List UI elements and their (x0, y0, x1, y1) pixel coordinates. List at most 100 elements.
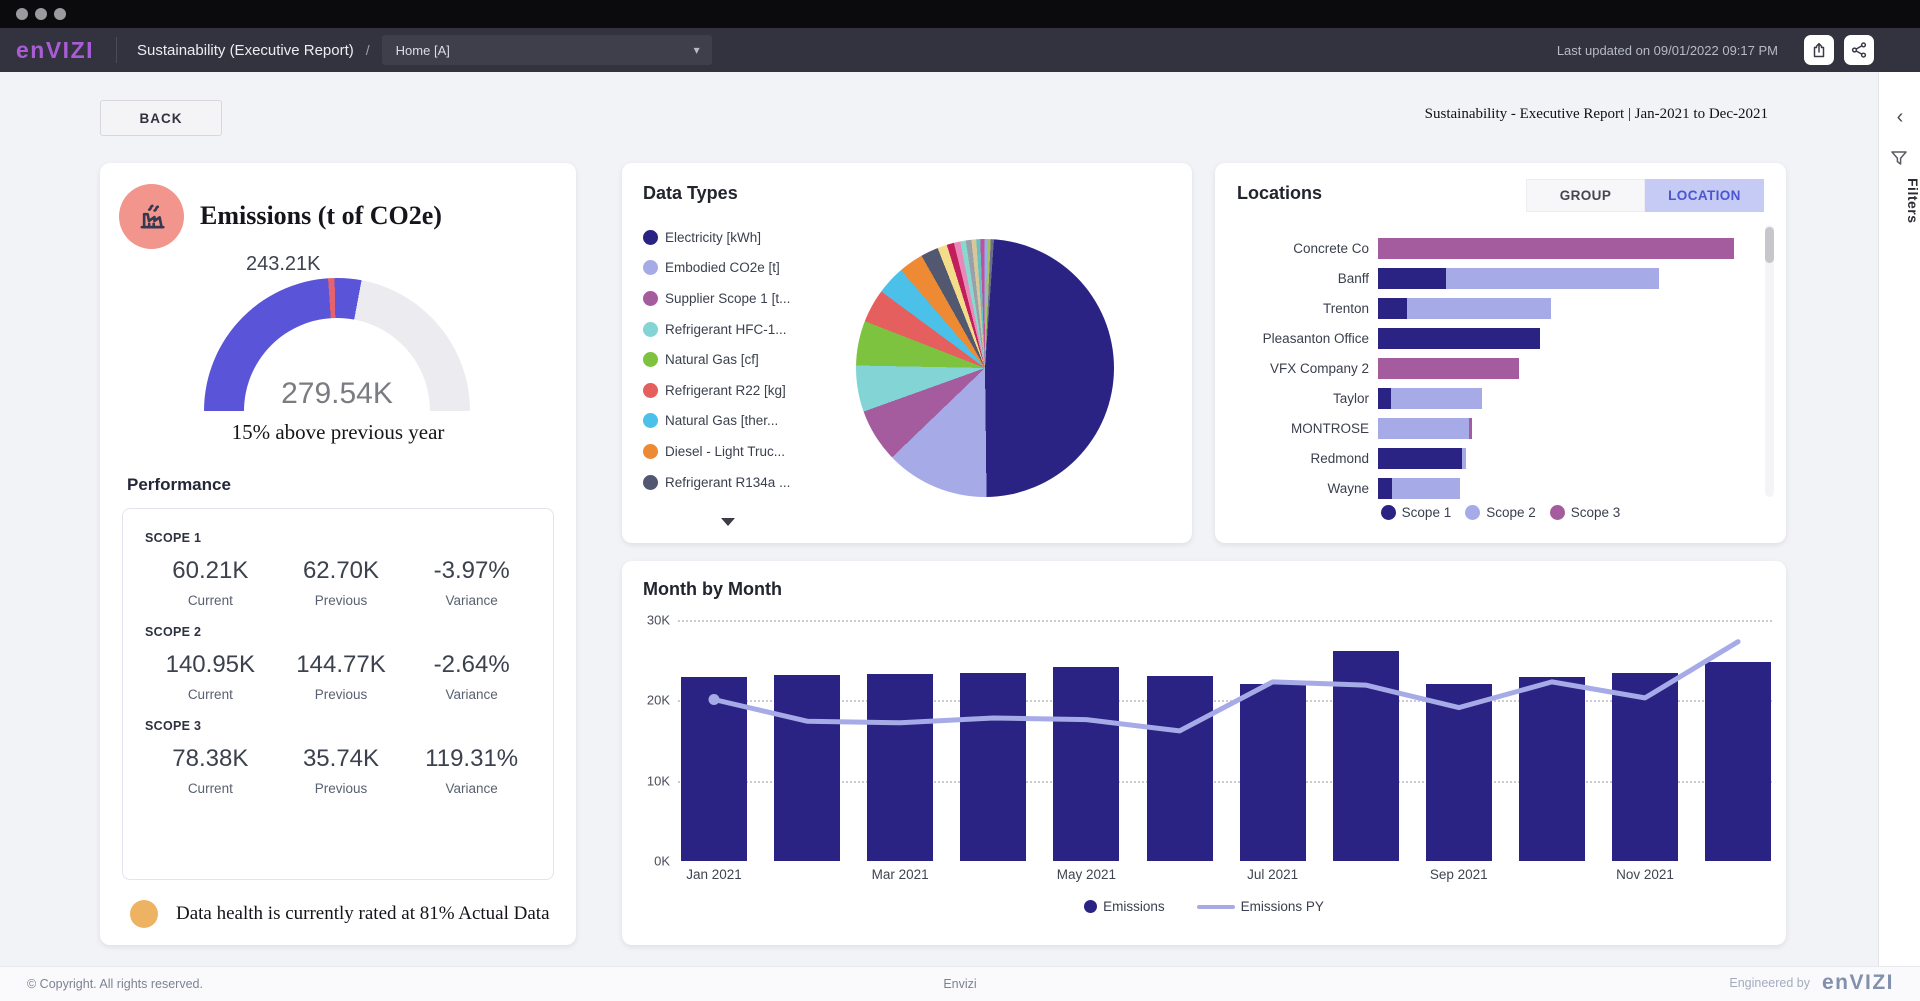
bar-segment[interactable] (1391, 387, 1483, 409)
window-control-icon[interactable] (54, 8, 66, 20)
gauge-target-label: 243.21K (246, 253, 321, 275)
bar-segment[interactable] (1378, 417, 1470, 439)
stacked-bar[interactable] (1378, 417, 1734, 439)
bar-segment[interactable] (1378, 327, 1540, 349)
legend-dot-icon (1465, 505, 1481, 520)
emissions-bar[interactable] (1239, 684, 1306, 861)
month-by-month-card: Month by Month 0K 10K 20K 30K Jan 2021 Mar 2… (622, 561, 1786, 945)
emissions-bar[interactable] (681, 677, 747, 861)
locations-legend: Scope 1 Scope 2 Scope 3 (1215, 505, 1786, 520)
emissions-bar[interactable] (867, 673, 934, 861)
bar-segment[interactable] (1445, 267, 1659, 289)
legend-item[interactable]: Emissions (1084, 899, 1165, 914)
legend-item[interactable]: Refrigerant R134a ... (643, 467, 790, 498)
export-button[interactable] (1804, 35, 1834, 65)
x-axis-tick: Nov 2021 (1616, 867, 1674, 882)
caption-variance: Variance (445, 687, 498, 702)
legend-dot-icon (1549, 505, 1565, 520)
legend-label: Refrigerant R22 [kg] (665, 382, 786, 398)
emissions-bar[interactable] (1518, 677, 1585, 861)
back-button[interactable]: BACK (100, 100, 222, 136)
bar-segment[interactable] (1462, 447, 1466, 469)
emissions-bar[interactable] (960, 673, 1027, 861)
data-types-card: Data Types Electricity [kWh] Embodied CO… (622, 163, 1192, 543)
legend-item[interactable]: Refrigerant R22 [kg] (643, 375, 790, 406)
scope1-previous: 62.70K (302, 557, 380, 584)
legend-item[interactable]: Scope 1 (1380, 505, 1451, 520)
legend-dot-icon (643, 474, 658, 490)
footer: © Copyright. All rights reserved. Envizi… (0, 966, 1920, 1001)
breadcrumb[interactable]: Sustainability (Executive Report) (137, 41, 354, 59)
legend-item[interactable]: Electricity [kWh] (643, 222, 790, 253)
legend-dot-icon (643, 352, 658, 368)
legend-item[interactable]: Embodied CO2e [t] (643, 253, 790, 284)
bar-segment[interactable] (1378, 267, 1446, 289)
bar-segment[interactable] (1378, 477, 1392, 499)
stacked-bar[interactable] (1378, 297, 1734, 319)
bar-segment[interactable] (1378, 237, 1734, 259)
bar-segment[interactable] (1378, 357, 1519, 379)
stacked-bar[interactable] (1378, 477, 1734, 499)
stacked-bar[interactable] (1378, 387, 1734, 409)
legend-item[interactable]: Scope 3 (1549, 505, 1620, 520)
x-axis-tick: Sep 2021 (1429, 867, 1488, 882)
page-dropdown[interactable]: Home [A] ▾ (381, 35, 712, 65)
emissions-bar[interactable] (1146, 676, 1213, 861)
legend-item[interactable]: Diesel - Light Truc... (643, 436, 790, 467)
scope3-previous: 35.74K (302, 745, 380, 772)
scope2-variance: -2.64% (433, 651, 510, 678)
location-tab[interactable]: LOCATION (1645, 179, 1764, 212)
emissions-bar[interactable] (1705, 661, 1772, 861)
legend-label: Refrigerant HFC-1... (665, 321, 787, 337)
legend-item[interactable]: Natural Gas [ther... (643, 406, 790, 437)
collapse-panel-button[interactable]: ‹ (1879, 102, 1920, 132)
emissions-bar[interactable] (774, 675, 841, 861)
scrollbar-track[interactable] (1765, 225, 1774, 497)
gridline (678, 620, 1772, 622)
stacked-bar[interactable] (1378, 357, 1734, 379)
legend-label: Emissions PY (1240, 899, 1324, 914)
legend-label: Electricity [kWh] (665, 229, 762, 245)
legend-expand-button[interactable] (715, 512, 741, 528)
filter-funnel-icon[interactable] (1889, 148, 1909, 173)
emissions-bar[interactable] (1612, 673, 1678, 861)
caption-previous: Previous (314, 593, 368, 608)
stacked-bar[interactable] (1378, 267, 1734, 289)
gridline (678, 780, 1772, 783)
month-by-month-plot: 0K 10K 20K 30K (622, 613, 1786, 869)
bar-segment[interactable] (1378, 447, 1463, 469)
bar-segment[interactable] (1406, 297, 1551, 319)
data-types-pie-chart[interactable] (856, 239, 1114, 497)
legend-item[interactable]: Scope 2 (1465, 505, 1536, 520)
group-tab[interactable]: GROUP (1526, 179, 1645, 212)
legend-item[interactable]: Natural Gas [cf] (643, 344, 790, 375)
window-control-icon[interactable] (16, 8, 28, 20)
bar-segment[interactable] (1378, 387, 1392, 409)
caption-current: Current (187, 593, 233, 608)
emissions-bar[interactable] (1332, 651, 1399, 861)
location-row: Taylor (1215, 383, 1786, 413)
filters-rail: ‹ Filters (1878, 72, 1920, 966)
legend-label: Supplier Scope 1 [t... (665, 290, 791, 306)
location-label: MONTROSE (1290, 420, 1369, 436)
bar-segment[interactable] (1469, 417, 1472, 439)
emissions-bar[interactable] (1053, 667, 1120, 861)
window-control-icon[interactable] (35, 8, 47, 20)
legend-item[interactable]: Supplier Scope 1 [t... (643, 283, 790, 314)
stacked-bar[interactable] (1378, 237, 1734, 259)
bar-segment[interactable] (1391, 477, 1460, 499)
legend-item[interactable]: Emissions PY (1196, 899, 1324, 914)
stacked-bar[interactable] (1378, 447, 1734, 469)
bar-segment[interactable] (1378, 297, 1407, 319)
share-button[interactable] (1844, 35, 1874, 65)
emissions-bar[interactable] (1425, 684, 1492, 861)
emissions-gauge[interactable]: 279.54K (204, 278, 470, 411)
stacked-bar[interactable] (1378, 327, 1734, 349)
factory-icon (119, 184, 184, 249)
performance-heading: Performance (127, 475, 231, 494)
scrollbar-thumb[interactable] (1765, 227, 1774, 263)
caption-previous: Previous (314, 781, 368, 796)
last-updated-text: Last updated on 09/01/2022 09:17 PM (1556, 42, 1778, 58)
legend-item[interactable]: Refrigerant HFC-1... (643, 314, 790, 345)
caption-variance: Variance (445, 593, 498, 608)
